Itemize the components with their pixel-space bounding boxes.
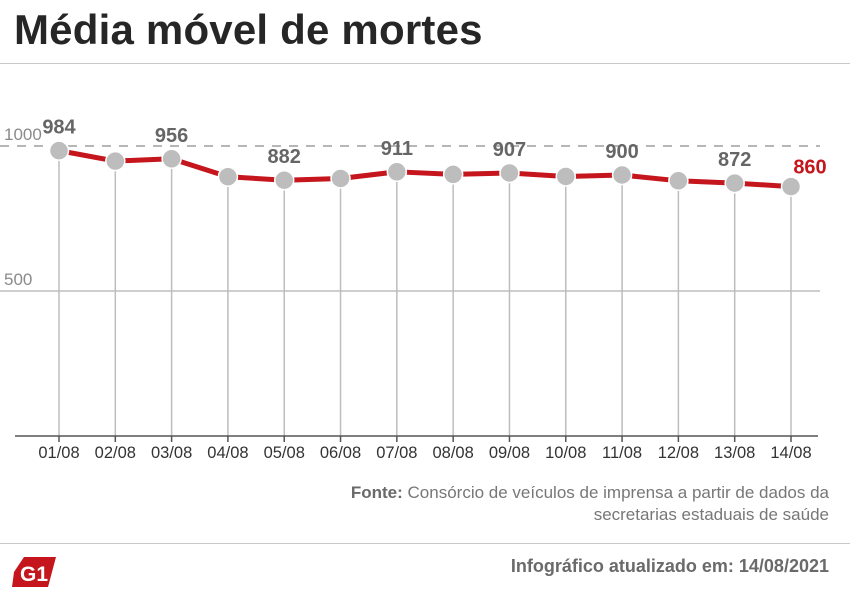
data-label: 882 — [268, 146, 301, 168]
data-label: 911 — [381, 138, 413, 160]
x-tick-label: 13/08 — [714, 444, 755, 462]
data-label: 907 — [493, 139, 526, 161]
footer-divider — [0, 543, 850, 544]
data-point — [217, 166, 239, 187]
data-point — [105, 150, 126, 172]
data-point — [668, 170, 689, 192]
data-point — [499, 162, 520, 184]
source-note: Fonte: Consórcio de veículos de imprensa… — [329, 482, 829, 526]
x-tick-label: 02/08 — [95, 444, 136, 462]
data-label: 872 — [718, 149, 751, 171]
x-tick-label: 03/08 — [151, 444, 192, 462]
logo-text: G1 — [20, 563, 48, 586]
x-tick-label: 08/08 — [433, 444, 474, 462]
x-tick-label: 06/08 — [320, 444, 361, 462]
data-label-highlight: 860 — [793, 157, 826, 179]
data-label: 900 — [605, 141, 638, 163]
data-point — [724, 172, 745, 194]
data-point — [330, 168, 351, 189]
data-point — [273, 169, 295, 191]
data-label: 984 — [42, 117, 76, 139]
x-tick-label: 07/08 — [376, 444, 417, 462]
x-tick-label: 10/08 — [545, 444, 586, 462]
x-tick-label: 11/08 — [602, 444, 642, 462]
data-point — [442, 164, 464, 185]
x-tick-label: 09/08 — [489, 444, 530, 462]
data-label: 956 — [155, 125, 188, 147]
y-tick-label: 1000 — [4, 125, 42, 144]
g1-logo: G1 — [12, 557, 56, 587]
data-point — [48, 140, 70, 161]
data-point — [611, 164, 633, 186]
data-point — [780, 176, 802, 197]
source-label: Fonte: — [350, 483, 403, 502]
x-tick-label: 05/08 — [264, 444, 305, 462]
x-tick-label: 01/08 — [38, 444, 79, 462]
line-chart: 1000 500 01/08 02/08 03/08 04/08 05/08 06/08 07/… — [0, 117, 827, 462]
title-divider — [0, 63, 850, 64]
x-tick-label: 14/08 — [770, 444, 811, 462]
source-text: Consórcio de veículos de imprensa a part… — [407, 483, 829, 524]
x-tick-label: 04/08 — [207, 444, 248, 462]
data-point — [386, 161, 408, 183]
data-point — [161, 148, 182, 170]
update-timestamp: Infográfico atualizado em: 14/08/2021 — [510, 556, 829, 576]
x-tick-label: 12/08 — [658, 444, 699, 462]
chart-title: Média móvel de mortes — [14, 6, 483, 53]
data-point — [555, 166, 577, 187]
y-tick-label: 500 — [4, 270, 32, 289]
